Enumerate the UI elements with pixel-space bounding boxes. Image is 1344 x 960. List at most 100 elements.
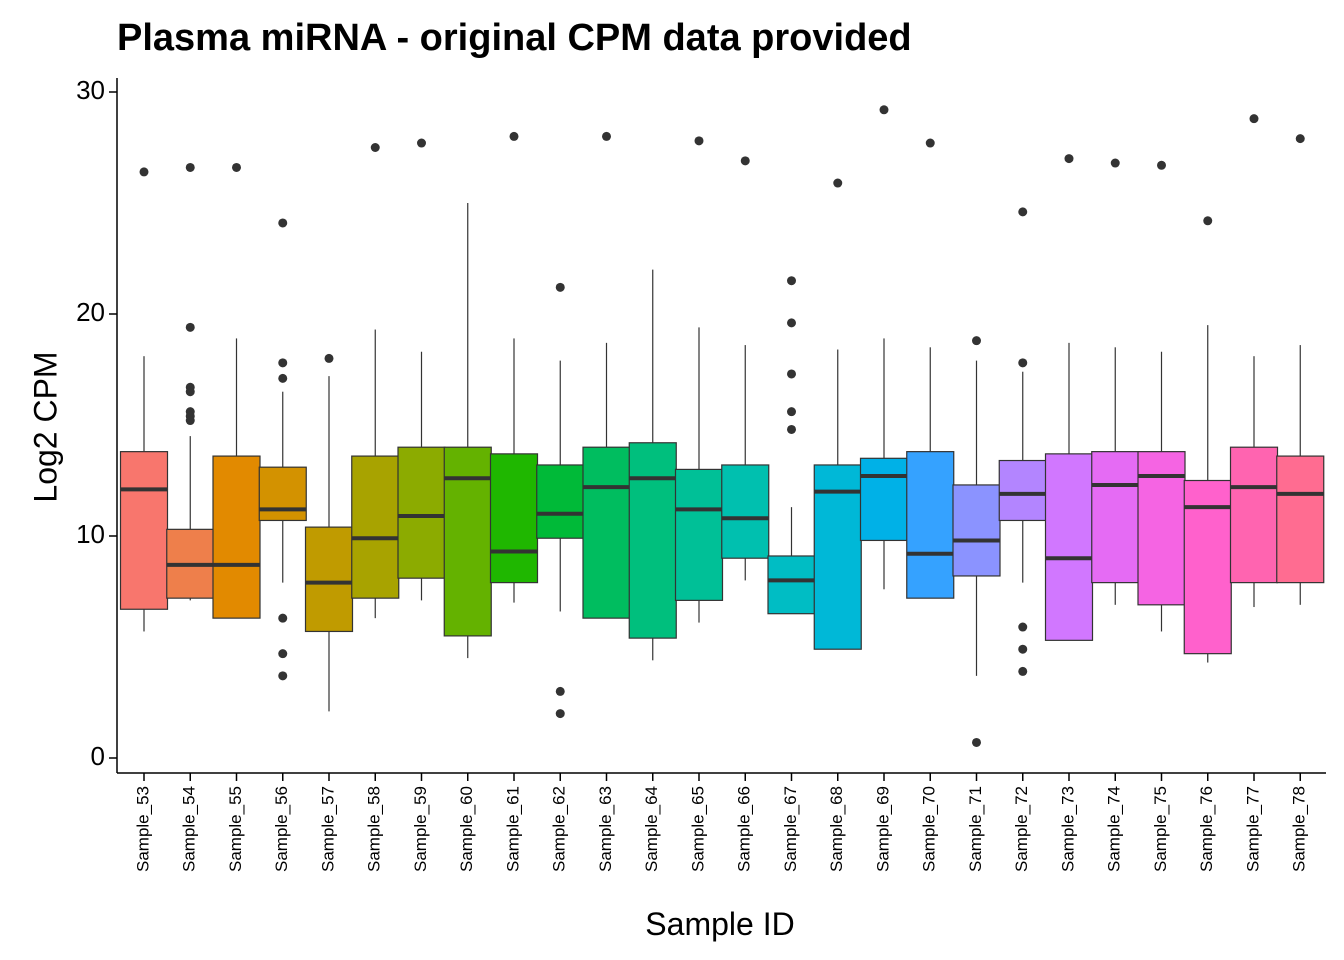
box-Sample_75 bbox=[1137, 160, 1186, 632]
box-Sample_70 bbox=[906, 138, 955, 599]
box-Sample_57 bbox=[304, 353, 354, 712]
box-rect bbox=[859, 457, 909, 542]
outlier-point bbox=[879, 105, 889, 115]
box-rect bbox=[1229, 446, 1279, 584]
x-tick-label: Sample_53 bbox=[133, 786, 152, 872]
box-Sample_76 bbox=[1183, 216, 1232, 663]
x-tick-label: Sample_57 bbox=[318, 786, 337, 872]
outlier-point bbox=[972, 336, 981, 346]
outlier-point bbox=[555, 282, 565, 292]
x-tick-label: Sample_65 bbox=[688, 786, 707, 872]
box-Sample_58 bbox=[351, 143, 400, 619]
outlier-point bbox=[278, 218, 288, 228]
outlier-point bbox=[1110, 158, 1120, 168]
box-Sample_65 bbox=[674, 136, 724, 623]
box-rect bbox=[952, 484, 1001, 577]
outlier-point bbox=[1018, 622, 1028, 632]
y-tick-label: 0 bbox=[91, 741, 105, 771]
outlier-point bbox=[1203, 216, 1213, 226]
box-rect bbox=[721, 464, 770, 559]
outlier-point bbox=[509, 131, 519, 141]
box-rect bbox=[628, 442, 677, 639]
outlier-point bbox=[787, 407, 796, 417]
outlier-point bbox=[185, 387, 195, 397]
x-tick-label: Sample_60 bbox=[457, 786, 476, 872]
box-rect bbox=[258, 466, 307, 522]
x-tick-label: Sample_74 bbox=[1105, 786, 1124, 872]
x-axis-label: Sample ID bbox=[645, 906, 794, 942]
box-rect bbox=[767, 555, 816, 615]
outlier-point bbox=[1018, 644, 1028, 654]
box-Sample_69 bbox=[859, 105, 909, 590]
box-Sample_77 bbox=[1229, 114, 1279, 608]
box-rect bbox=[304, 526, 354, 633]
x-tick-label: Sample_77 bbox=[1243, 786, 1262, 872]
outlier-point bbox=[787, 369, 796, 379]
outlier-point bbox=[1018, 666, 1028, 676]
box-Sample_66 bbox=[721, 156, 770, 581]
outlier-point bbox=[555, 686, 565, 696]
outlier-point bbox=[833, 178, 843, 188]
x-tick-label: Sample_78 bbox=[1290, 786, 1309, 872]
outlier-point bbox=[417, 138, 426, 148]
box-Sample_73 bbox=[1044, 154, 1094, 641]
box-Sample_59 bbox=[397, 138, 446, 601]
outlier-point bbox=[1295, 134, 1305, 144]
box-rect bbox=[1091, 451, 1140, 584]
outlier-point bbox=[787, 318, 796, 328]
outlier-point bbox=[925, 138, 935, 148]
box-Sample_78 bbox=[1276, 134, 1325, 605]
axes: 0 10 20 30 Sample_53 Sample_54 Sample_55 Sample… bbox=[76, 75, 1326, 872]
x-tick-label: Sample_64 bbox=[642, 786, 661, 872]
x-tick-label: Sample_76 bbox=[1197, 786, 1216, 872]
outlier-point bbox=[555, 709, 565, 719]
x-tick-label: Sample_73 bbox=[1058, 786, 1077, 872]
box-rect bbox=[1276, 455, 1325, 584]
outlier-point bbox=[787, 424, 796, 434]
outlier-point bbox=[602, 131, 611, 141]
box-rect bbox=[397, 446, 446, 579]
box-Sample_53 bbox=[119, 167, 169, 632]
x-tick-label: Sample_69 bbox=[873, 786, 892, 872]
box-Sample_61 bbox=[489, 131, 539, 603]
x-tick-label: Sample_70 bbox=[920, 786, 939, 872]
x-tick-label: Sample_66 bbox=[735, 786, 754, 872]
x-tick-label: Sample_59 bbox=[411, 786, 430, 872]
box-Sample_67 bbox=[767, 276, 816, 615]
outlier-point bbox=[1064, 154, 1074, 164]
outlier-point bbox=[278, 671, 288, 681]
x-tick-label: Sample_71 bbox=[966, 786, 985, 872]
y-axis-label: Log2 CPM bbox=[27, 351, 63, 502]
x-tick-label: Sample_55 bbox=[226, 786, 245, 872]
outlier-point bbox=[1249, 114, 1259, 124]
outlier-point bbox=[185, 322, 195, 332]
y-tick-label: 20 bbox=[76, 297, 105, 327]
plot-area bbox=[119, 105, 1325, 747]
x-tick-label: Sample_54 bbox=[180, 786, 199, 872]
box-Sample_63 bbox=[582, 131, 631, 619]
outlier-point bbox=[278, 373, 288, 383]
x-tick-label: Sample_61 bbox=[503, 786, 522, 872]
x-tick-label: Sample_63 bbox=[596, 786, 615, 872]
outlier-point bbox=[278, 613, 288, 623]
box-Sample_62 bbox=[536, 282, 585, 719]
x-tick-label: Sample_67 bbox=[781, 786, 800, 872]
box-Sample_71 bbox=[952, 336, 1001, 747]
box-rect bbox=[674, 468, 724, 601]
chart-title: Plasma miRNA - original CPM data provide… bbox=[117, 17, 912, 59]
x-tick-label: Sample_68 bbox=[827, 786, 846, 872]
outlier-point bbox=[278, 649, 288, 659]
outlier-point bbox=[787, 276, 796, 286]
box-rect bbox=[1044, 453, 1094, 641]
y-tick-label: 10 bbox=[76, 519, 105, 549]
outlier-point bbox=[972, 737, 981, 747]
outlier-point bbox=[740, 156, 750, 166]
box-Sample_68 bbox=[813, 178, 862, 650]
box-rect bbox=[443, 446, 492, 637]
box-rect bbox=[582, 446, 631, 619]
outlier-point bbox=[1018, 358, 1028, 368]
box-rect bbox=[536, 464, 585, 539]
box-Sample_64 bbox=[628, 269, 677, 661]
outlier-point bbox=[694, 136, 704, 146]
box-rect bbox=[1183, 479, 1232, 655]
